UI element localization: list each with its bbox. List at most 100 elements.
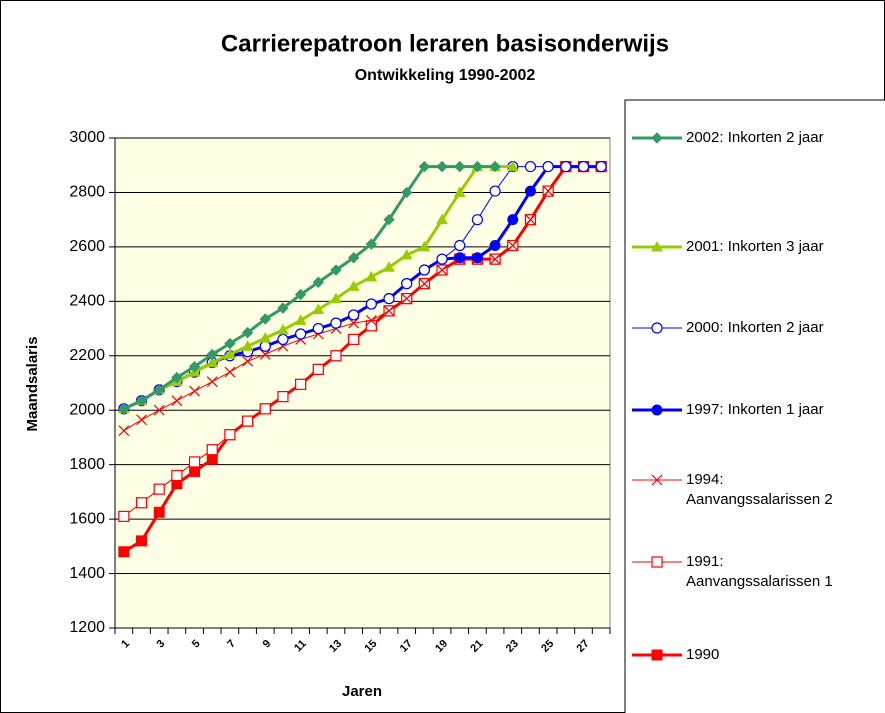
marker: [241, 415, 254, 427]
marker: [118, 546, 130, 558]
marker: [347, 252, 360, 264]
marker: [453, 186, 466, 197]
marker: [330, 317, 342, 329]
marker: [524, 160, 537, 173]
marker: [136, 414, 147, 426]
marker: [348, 317, 360, 329]
marker: [383, 293, 395, 305]
marker: [153, 404, 165, 416]
marker: [189, 385, 200, 397]
y-tick-label: 1400: [69, 565, 105, 582]
marker: [542, 185, 554, 197]
y-tick-label: 2000: [69, 401, 105, 418]
marker: [206, 376, 218, 388]
x-axis-label: Jaren: [342, 683, 382, 700]
marker: [401, 278, 413, 290]
marker: [401, 293, 413, 305]
legend-label-line: Aanvangssalarissen 2: [686, 491, 833, 508]
marker: [347, 280, 360, 291]
marker: [471, 252, 483, 264]
marker: [383, 305, 395, 317]
marker: [224, 429, 236, 441]
marker: [136, 535, 148, 547]
marker: [277, 333, 289, 346]
chart-subtitle: Ontwikkeling 1990-2002: [355, 67, 536, 84]
legend-label: 1997: Inkorten 1 jaar: [686, 401, 824, 418]
marker: [525, 214, 536, 226]
y-tick-label: 2200: [69, 347, 105, 364]
marker: [171, 395, 183, 407]
legend-label-line: 1991:: [686, 553, 724, 570]
legend-label: 2000: Inkorten 2 jaar: [686, 319, 824, 336]
marker: [400, 249, 413, 260]
y-axis-label: Maandsalaris: [24, 336, 41, 431]
marker: [259, 403, 271, 415]
marker: [259, 313, 271, 325]
marker: [365, 238, 378, 250]
y-tick-label: 2800: [69, 184, 105, 201]
legend-label: 2001: Inkorten 3 jaar: [686, 238, 824, 255]
marker: [489, 160, 501, 173]
marker: [277, 323, 289, 335]
marker: [436, 264, 448, 276]
marker: [224, 348, 236, 359]
marker: [454, 252, 466, 264]
marker: [206, 356, 219, 368]
marker: [171, 469, 183, 482]
marker: [259, 332, 272, 343]
marker: [365, 320, 377, 332]
marker: [330, 264, 342, 276]
legend-label: 1990: [686, 646, 719, 663]
marker: [418, 264, 430, 276]
marker: [418, 240, 431, 252]
marker: [188, 456, 201, 468]
marker: [241, 340, 254, 351]
marker: [206, 444, 218, 456]
marker: [418, 160, 431, 173]
marker: [418, 278, 430, 290]
marker: [277, 391, 289, 403]
y-tick-label: 1200: [69, 619, 105, 636]
marker: [241, 326, 254, 339]
marker: [489, 253, 501, 265]
marker: [259, 340, 271, 352]
marker: [506, 160, 519, 172]
legend-label: 1994: Aanvangssalarissen 2: [686, 471, 833, 508]
marker: [206, 348, 218, 361]
marker: [330, 292, 342, 304]
legend-marker: [651, 649, 663, 661]
legend-marker: [651, 240, 663, 252]
legend-marker: [651, 322, 663, 334]
marker: [471, 214, 484, 226]
marker: [259, 348, 271, 360]
legend-marker: [651, 474, 663, 486]
marker: [224, 337, 236, 350]
marker: [365, 270, 378, 282]
marker: [153, 506, 165, 518]
marker: [577, 160, 590, 173]
marker: [383, 213, 395, 226]
chart-title: Carrierepatroon leraren basisonderwijs: [221, 30, 669, 57]
marker: [348, 333, 360, 346]
legend-marker: [651, 556, 663, 568]
marker: [312, 276, 325, 288]
marker: [295, 328, 307, 340]
marker: [383, 261, 395, 272]
marker: [489, 240, 501, 252]
marker: [277, 302, 289, 314]
marker: [365, 298, 377, 310]
marker: [118, 403, 130, 415]
marker: [330, 350, 342, 362]
marker: [348, 309, 360, 321]
marker: [294, 314, 307, 325]
legend-label: 2002: Inkorten 2 jaar: [686, 129, 824, 146]
marker: [507, 214, 519, 226]
marker: [153, 483, 165, 495]
y-tick-label: 2600: [69, 238, 105, 255]
y-tick-label: 2400: [69, 293, 105, 310]
marker: [294, 288, 307, 301]
marker: [560, 160, 572, 173]
marker: [436, 253, 448, 265]
marker: [206, 453, 218, 465]
